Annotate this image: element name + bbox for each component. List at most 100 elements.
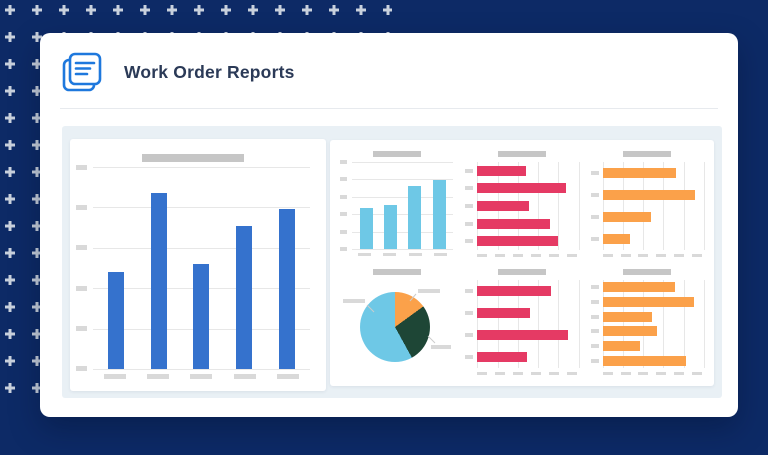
plus-glyph xyxy=(329,5,339,15)
gridline xyxy=(352,231,454,233)
chart-body xyxy=(465,162,580,250)
x-tick-placeholder xyxy=(434,253,448,256)
y-tick-placeholder xyxy=(340,177,347,182)
y-tick-placeholder xyxy=(590,237,599,241)
gridline xyxy=(497,280,499,368)
y-tick-placeholder xyxy=(76,165,87,170)
bar xyxy=(477,286,552,296)
plus-glyph xyxy=(248,5,258,15)
bar xyxy=(477,200,529,211)
y-tick-placeholder xyxy=(76,205,87,211)
pie-area xyxy=(340,280,453,378)
x-tick-placeholder xyxy=(477,371,488,375)
chart-body xyxy=(590,280,705,368)
plus-glyph xyxy=(140,5,150,15)
plus-glyph xyxy=(32,59,42,69)
gridline xyxy=(93,247,310,249)
gridline xyxy=(352,196,454,198)
chart-title-row xyxy=(340,146,453,162)
plus-glyph xyxy=(32,140,42,150)
x-tick-placeholder xyxy=(530,371,541,375)
plus-glyph xyxy=(86,5,96,15)
chart-title-row xyxy=(76,149,310,167)
gridline xyxy=(683,162,685,250)
x-axis-tick-labels xyxy=(465,250,578,260)
plus-glyph xyxy=(32,248,42,258)
gridline xyxy=(663,280,665,368)
bar xyxy=(193,263,210,369)
x-tick-placeholder xyxy=(656,371,667,375)
y-tick-placeholder xyxy=(76,325,87,331)
x-tick-placeholder xyxy=(602,371,613,375)
chart-title-placeholder xyxy=(497,269,546,275)
x-tick-placeholder xyxy=(620,253,631,257)
y-tick-placeholder xyxy=(590,215,599,219)
pie-label-placeholder xyxy=(343,299,365,303)
y-axis-tick-labels xyxy=(465,162,477,250)
page-title: Work Order Reports xyxy=(124,61,295,82)
gridline xyxy=(352,249,454,250)
y-tick-placeholder xyxy=(465,355,474,359)
pie-leader-line xyxy=(409,293,417,302)
main-bar-chart-card xyxy=(70,139,326,391)
chart-plot-area xyxy=(602,162,705,250)
chart-body xyxy=(76,165,310,371)
x-tick-placeholder xyxy=(674,371,685,375)
x-tick-placeholder xyxy=(477,253,488,257)
chart-title-row xyxy=(465,146,578,162)
y-tick-placeholder xyxy=(465,168,474,173)
bar xyxy=(108,272,125,369)
y-tick-placeholder xyxy=(340,194,347,199)
chart-title-row xyxy=(591,264,704,280)
x-tick-placeholder xyxy=(190,373,213,379)
x-tick-placeholder xyxy=(638,253,649,257)
reports-dashboard-panel xyxy=(62,126,722,398)
gridline xyxy=(352,179,454,181)
x-tick-placeholder xyxy=(620,371,631,375)
bar xyxy=(477,308,531,318)
bar xyxy=(602,190,695,200)
chart-plot-area xyxy=(93,167,310,370)
plus-glyph xyxy=(32,113,42,123)
x-tick-placeholder xyxy=(495,253,506,257)
y-axis-tick-labels xyxy=(76,165,93,371)
gridline xyxy=(704,280,705,368)
bar xyxy=(383,204,397,249)
y-tick-placeholder xyxy=(465,221,474,226)
y-tick-placeholder xyxy=(590,299,599,304)
x-tick-placeholder xyxy=(233,373,256,379)
plus-glyph xyxy=(5,329,15,339)
x-tick-placeholder xyxy=(383,253,397,256)
gridline xyxy=(477,280,479,368)
plus-glyph xyxy=(59,5,69,15)
chart-body xyxy=(590,162,705,250)
gridline xyxy=(622,162,624,250)
x-axis-tick-labels xyxy=(591,250,704,260)
work-order-reports-card: Work Order Reports xyxy=(40,33,738,417)
plus-glyph xyxy=(5,86,15,96)
pie-leader-line xyxy=(427,335,436,344)
plus-glyph xyxy=(113,5,123,15)
y-axis-tick-labels xyxy=(465,280,477,368)
plus-glyph xyxy=(302,5,312,15)
card-header: Work Order Reports xyxy=(60,47,295,97)
y-axis-tick-labels xyxy=(590,162,603,250)
mini-pie-chart xyxy=(340,264,453,378)
chart-title-placeholder xyxy=(623,151,672,157)
gridline xyxy=(578,162,580,250)
x-tick-placeholder xyxy=(147,373,170,379)
plus-glyph xyxy=(32,302,42,312)
x-tick-placeholder xyxy=(638,371,649,375)
bar xyxy=(602,296,694,307)
plus-glyph xyxy=(5,221,15,231)
gridline xyxy=(643,280,645,368)
plus-glyph xyxy=(5,59,15,69)
y-tick-placeholder xyxy=(465,289,474,293)
bar xyxy=(408,186,422,249)
bars-container xyxy=(354,162,451,249)
plus-glyph xyxy=(5,275,15,285)
bar xyxy=(150,193,167,369)
y-tick-placeholder xyxy=(590,314,599,319)
y-tick-placeholder xyxy=(340,212,347,217)
chart-plot-area xyxy=(352,162,454,250)
